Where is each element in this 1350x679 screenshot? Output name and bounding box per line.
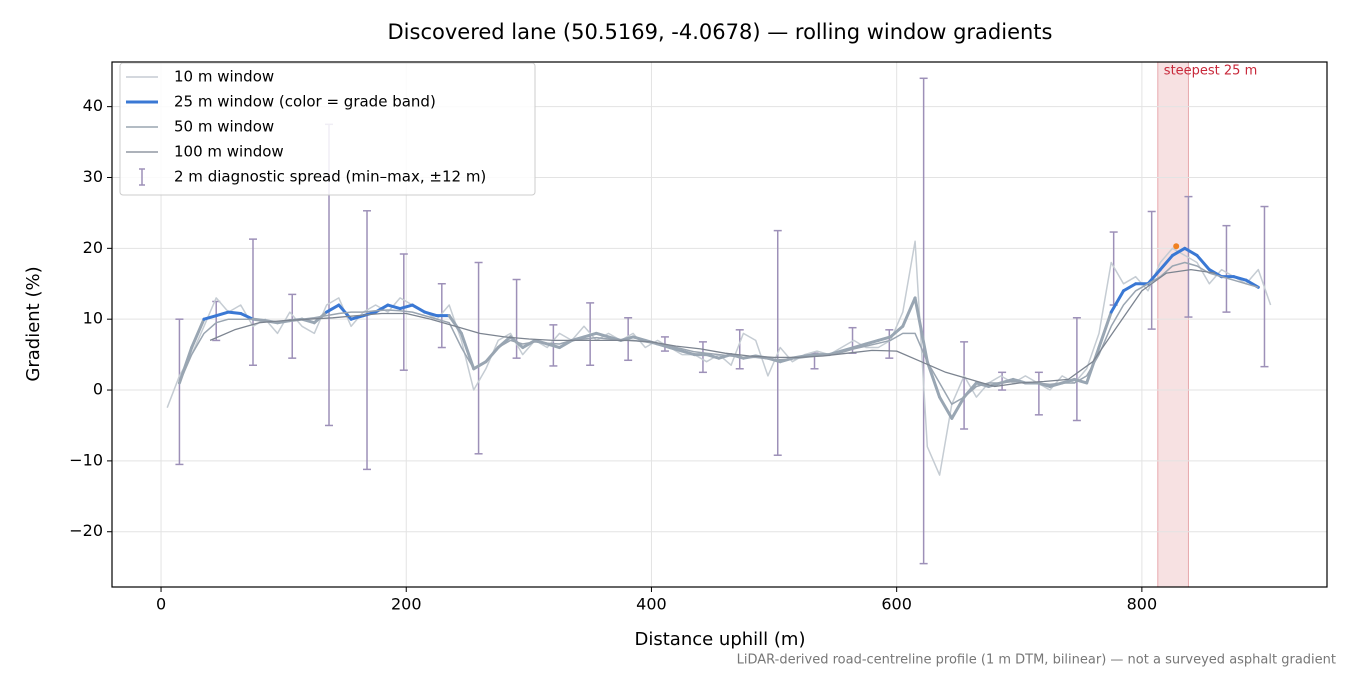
spread-bar: [248, 238, 257, 366]
line-segment: [668, 346, 684, 353]
line-segment: [459, 331, 476, 371]
line-segment: [1232, 275, 1248, 282]
line-segment: [386, 303, 402, 311]
y-tick-label: 20: [83, 238, 103, 257]
line-segment: [398, 303, 414, 311]
legend-box: [119, 62, 536, 196]
spread-bar: [363, 210, 372, 471]
line-segment: [864, 338, 880, 346]
line-segment: [594, 331, 611, 339]
spread-bar: [175, 318, 184, 466]
x-tick-label: 800: [1127, 595, 1158, 614]
legend-label: 2 m diagnostic spread (min–max, ±12 m): [174, 168, 486, 186]
y-tick-label: 40: [83, 96, 103, 115]
line-segment: [876, 335, 893, 342]
line-segment: [214, 310, 230, 318]
y-tick-label: 10: [83, 309, 103, 328]
spread-bar: [212, 300, 221, 342]
spread-bar: [885, 329, 894, 359]
legend-label: 25 m window (color = grade band): [174, 93, 436, 111]
footnote: LiDAR-derived road-centreline profile (1…: [737, 653, 1336, 668]
spread-bar: [735, 329, 744, 370]
y-tick-label: −10: [69, 450, 103, 469]
line-segment: [1195, 253, 1211, 272]
line-segment: [423, 310, 439, 318]
line-segment: [925, 360, 942, 399]
line-segment: [447, 314, 463, 335]
line: [209, 268, 1216, 388]
line-segment: [410, 303, 427, 314]
line-segment: [938, 395, 954, 420]
line-segment: [1158, 253, 1175, 272]
line-segment: [239, 312, 255, 321]
line-segment: [545, 342, 562, 350]
line: [178, 261, 1259, 405]
line-segment: [190, 317, 206, 350]
spread-bar: [960, 341, 969, 430]
line-segment: [582, 331, 598, 339]
legend: 10 m window 25 m window (color = grade ba…: [119, 62, 536, 196]
line-segment: [705, 353, 721, 360]
y-axis-label: Gradient (%): [23, 266, 44, 381]
line-segment: [1171, 246, 1187, 257]
x-tick-label: 400: [636, 595, 667, 614]
y-tick-label: −20: [69, 521, 103, 540]
line-segment: [1097, 310, 1113, 350]
line-segment: [1109, 289, 1125, 314]
line-segment: [202, 314, 218, 321]
legend-label: 10 m window: [174, 68, 274, 86]
peak-marker: [1173, 243, 1180, 250]
line-segment: [839, 346, 856, 353]
spread-bar: [1147, 210, 1156, 330]
spread-bar: [1034, 371, 1043, 416]
legend-label: 50 m window: [174, 118, 274, 136]
line-segment: [631, 335, 647, 342]
spread-bar: [773, 229, 782, 456]
line-segment: [226, 310, 243, 316]
line-segment: [889, 324, 905, 339]
line-segment: [901, 296, 917, 328]
line-segment: [852, 342, 868, 350]
y-tick-label: 30: [83, 167, 103, 186]
highlight-label: steepest 25 m: [1164, 64, 1257, 79]
line-segment: [803, 353, 819, 358]
x-tick-label: 600: [881, 595, 912, 614]
y-tick-label: 0: [93, 380, 103, 399]
spread-bar: [1072, 317, 1081, 422]
line-segment: [680, 349, 696, 357]
plot-frame: [111, 61, 1328, 588]
x-axis-label: Distance uphill (m): [635, 629, 806, 650]
highlight-band: [1157, 61, 1189, 588]
chart-title: Discovered lane (50.5169, -4.0678) — rol…: [388, 20, 1053, 44]
spread-bar: [1222, 224, 1231, 313]
line-segment: [349, 314, 365, 321]
line-segment: [950, 395, 966, 420]
line-segment: [325, 303, 341, 314]
spread-bar: [399, 253, 408, 371]
line-segment: [1072, 377, 1089, 385]
spread-bar: [474, 261, 483, 455]
spread-bar: [698, 341, 707, 374]
line-segment: [1121, 282, 1138, 293]
x-tick-label: 0: [156, 595, 166, 614]
line-segment: [1183, 246, 1199, 257]
spread-bar: [288, 293, 297, 359]
line-segment: [913, 296, 929, 364]
line-segment: [1146, 268, 1162, 286]
spread-bar: [919, 77, 928, 565]
legend-label: 100 m window: [174, 143, 284, 161]
x-tick-label: 200: [391, 595, 422, 614]
